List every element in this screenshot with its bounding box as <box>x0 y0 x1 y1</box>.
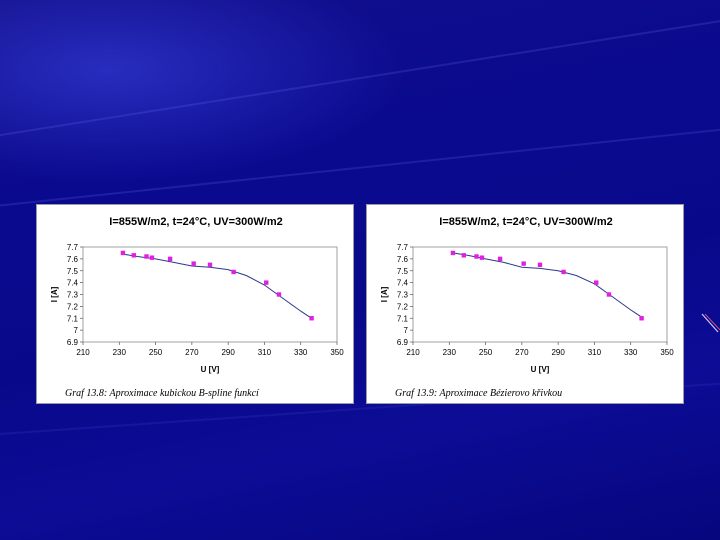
x-tick-label: 350 <box>330 348 344 357</box>
x-axis-label: U [V] <box>201 365 220 374</box>
x-tick-label: 210 <box>76 348 90 357</box>
data-point <box>537 262 543 268</box>
chart-panel-left: I=855W/m2, t=24°C, UV=300W/m2 6.9 7 7.1 7.2 7… <box>36 204 354 404</box>
chart-svg-right: I=855W/m2, t=24°C, UV=300W/m2 6.9 7 7.1 7.2 7… <box>380 216 674 374</box>
x-tick-label: 330 <box>624 348 638 357</box>
plot-area <box>82 246 338 343</box>
chart-svg-left: I=855W/m2, t=24°C, UV=300W/m2 6.9 7 7.1 7.2 7… <box>50 216 344 374</box>
y-tick-label: 7.4 <box>67 279 79 288</box>
x-tick-label: 290 <box>551 348 565 357</box>
chart-panel-right: I=855W/m2, t=24°C, UV=300W/m2 6.9 7 7.1 7.2 7… <box>366 204 684 404</box>
x-tick-label: 270 <box>185 348 199 357</box>
y-tick-label: 7.3 <box>67 291 79 300</box>
y-tick-label: 7.6 <box>397 255 409 264</box>
data-point <box>120 250 126 256</box>
x-tick-label: 210 <box>406 348 420 357</box>
plot-area <box>412 246 668 343</box>
data-point <box>276 292 282 297</box>
chart-title: I=855W/m2, t=24°C, UV=300W/m2 <box>109 216 282 228</box>
data-point <box>497 256 503 262</box>
x-axis-label: U [V] <box>531 365 550 374</box>
y-axis-label: I [A] <box>50 286 59 302</box>
chart-caption-left: Graf 13.8: Aproximace kubickou B-spline … <box>65 388 259 399</box>
x-tick-label: 310 <box>258 348 272 357</box>
fit-curve-line <box>452 252 642 318</box>
data-point <box>264 280 269 285</box>
data-point <box>594 280 599 285</box>
y-tick-label: 7.2 <box>397 302 409 311</box>
y-tick-label: 7.1 <box>397 314 409 323</box>
y-tick-label: 7.5 <box>397 267 409 276</box>
background-streak <box>0 0 720 152</box>
y-tick-label: 7.6 <box>67 255 79 264</box>
data-point <box>461 253 466 258</box>
y-tick-label: 7.7 <box>397 243 409 252</box>
y-tick-label: 7 <box>404 326 409 335</box>
x-tick-label: 230 <box>113 348 127 357</box>
y-tick-label: 6.9 <box>397 338 409 347</box>
x-tick-label: 250 <box>479 348 493 357</box>
background-streak <box>0 110 720 217</box>
y-tick-label: 7.5 <box>67 267 79 276</box>
fit-curve-line <box>122 253 312 319</box>
data-point <box>144 254 149 259</box>
chart-title: I=855W/m2, t=24°C, UV=300W/m2 <box>439 216 612 228</box>
data-point <box>450 250 456 256</box>
data-point <box>191 261 196 266</box>
y-tick-label: 7.7 <box>67 243 79 252</box>
data-point <box>606 292 612 297</box>
data-point <box>474 254 479 259</box>
data-point <box>231 269 236 275</box>
data-point <box>561 269 566 275</box>
x-tick-label: 290 <box>221 348 235 357</box>
y-tick-label: 7.1 <box>67 314 79 323</box>
x-tick-label: 330 <box>294 348 308 357</box>
x-tick-label: 230 <box>443 348 457 357</box>
y-tick-label: 7.4 <box>397 279 409 288</box>
x-tick-label: 250 <box>149 348 163 357</box>
data-point <box>639 316 644 321</box>
y-tick-label: 7 <box>74 326 79 335</box>
data-point <box>521 261 526 266</box>
x-tick-label: 310 <box>588 348 602 357</box>
y-tick-label: 7.2 <box>67 302 79 311</box>
data-point <box>131 253 136 258</box>
chart-caption-right: Graf 13.9: Aproximace Bézierovo křivkou <box>395 388 563 399</box>
x-tick-label: 270 <box>515 348 529 357</box>
y-tick-label: 7.3 <box>397 291 409 300</box>
y-axis-label: I [A] <box>380 286 389 302</box>
data-point <box>207 262 213 268</box>
data-point <box>167 256 173 262</box>
y-tick-label: 6.9 <box>67 338 79 347</box>
corner-arrow-icon <box>701 313 720 333</box>
data-point <box>149 255 155 260</box>
data-point <box>479 255 485 260</box>
x-tick-label: 350 <box>660 348 674 357</box>
data-point <box>309 316 314 321</box>
